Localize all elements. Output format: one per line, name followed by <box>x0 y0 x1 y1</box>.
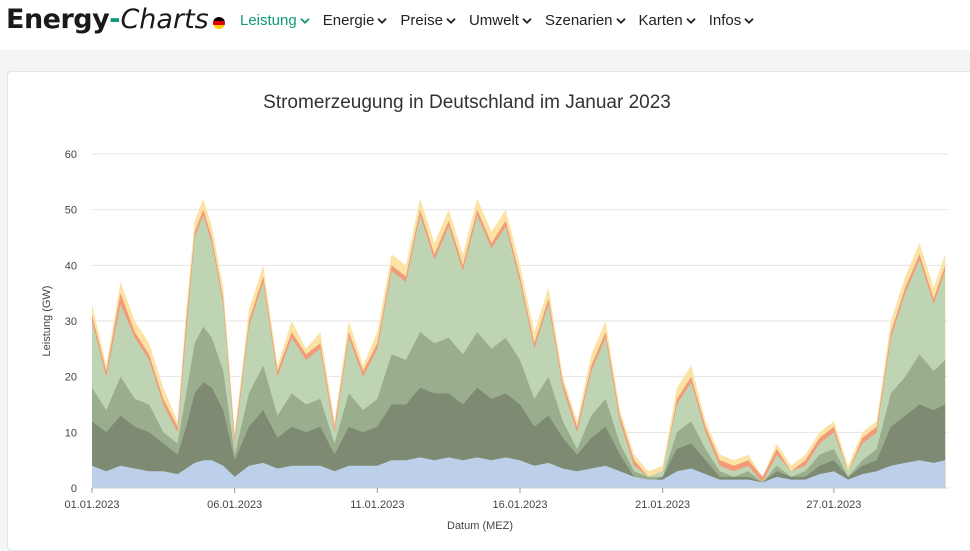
nav-energie[interactable]: Energie <box>323 12 388 29</box>
nav-label: Leistung <box>240 12 297 29</box>
nav-preise[interactable]: Preise <box>400 12 456 29</box>
nav-leistung[interactable]: Leistung <box>240 12 310 29</box>
area-series-braunkohle <box>92 382 946 488</box>
x-tick-label: 11.01.2023 <box>350 499 404 511</box>
germany-flag-icon <box>212 17 225 29</box>
chevron-down-icon <box>378 17 387 24</box>
nav-infos[interactable]: Infos <box>709 12 755 29</box>
nav-label: Infos <box>708 12 742 29</box>
chevron-down-icon <box>522 17 532 24</box>
y-tick-label: 60 <box>65 149 77 161</box>
x-tick-label: 06.01.2023 <box>207 499 262 511</box>
chevron-down-icon <box>616 17 625 24</box>
nav-umwelt[interactable]: Umwelt <box>469 12 532 29</box>
nav-label: Energie <box>322 12 375 29</box>
x-tick-label: 01.01.2023 <box>64 499 119 511</box>
y-tick-label: 10 <box>65 427 77 439</box>
y-tick-label: 40 <box>65 260 77 272</box>
logo-text-energy: Energy <box>6 4 110 35</box>
x-tick-label: 16.01.2023 <box>492 499 547 511</box>
y-tick-label: 50 <box>65 205 77 217</box>
chevron-down-icon <box>446 17 456 24</box>
nav-karten[interactable]: Karten <box>639 12 696 29</box>
x-axis-label: Datum (MEZ) <box>447 520 513 532</box>
logo-text-charts: Charts <box>120 4 209 35</box>
y-axis-label: Leistung (GW) <box>41 286 53 357</box>
chevron-down-icon <box>300 17 310 24</box>
main-menu: Leistung Energie Preise Umwelt Szenarien Kart… <box>240 12 767 29</box>
area-series-laufwasser-biomasse <box>92 457 946 488</box>
energy-charts-logo[interactable]: Energy - Charts <box>6 4 225 44</box>
x-tick-label: 21.01.2023 <box>635 499 690 511</box>
nav-label: Karten <box>638 12 683 29</box>
y-tick-label: 20 <box>65 372 77 384</box>
logo-dash: - <box>109 4 121 35</box>
chevron-down-icon <box>686 17 696 24</box>
chevron-down-icon <box>744 17 754 24</box>
nav-label: Szenarien <box>544 12 613 29</box>
x-tick-label: 27.01.2023 <box>806 499 861 511</box>
top-navigation-bar: Energy - Charts Leistung Energie Preise Umwel… <box>0 0 970 50</box>
chart-title: Stromerzeugung in Deutschland im Januar … <box>263 92 671 113</box>
nav-label: Umwelt <box>468 12 519 29</box>
y-tick-label: 0 <box>71 483 77 495</box>
nav-label: Preise <box>400 12 443 29</box>
nav-szenarien[interactable]: Szenarien <box>545 12 626 29</box>
y-tick-label: 30 <box>65 316 77 328</box>
